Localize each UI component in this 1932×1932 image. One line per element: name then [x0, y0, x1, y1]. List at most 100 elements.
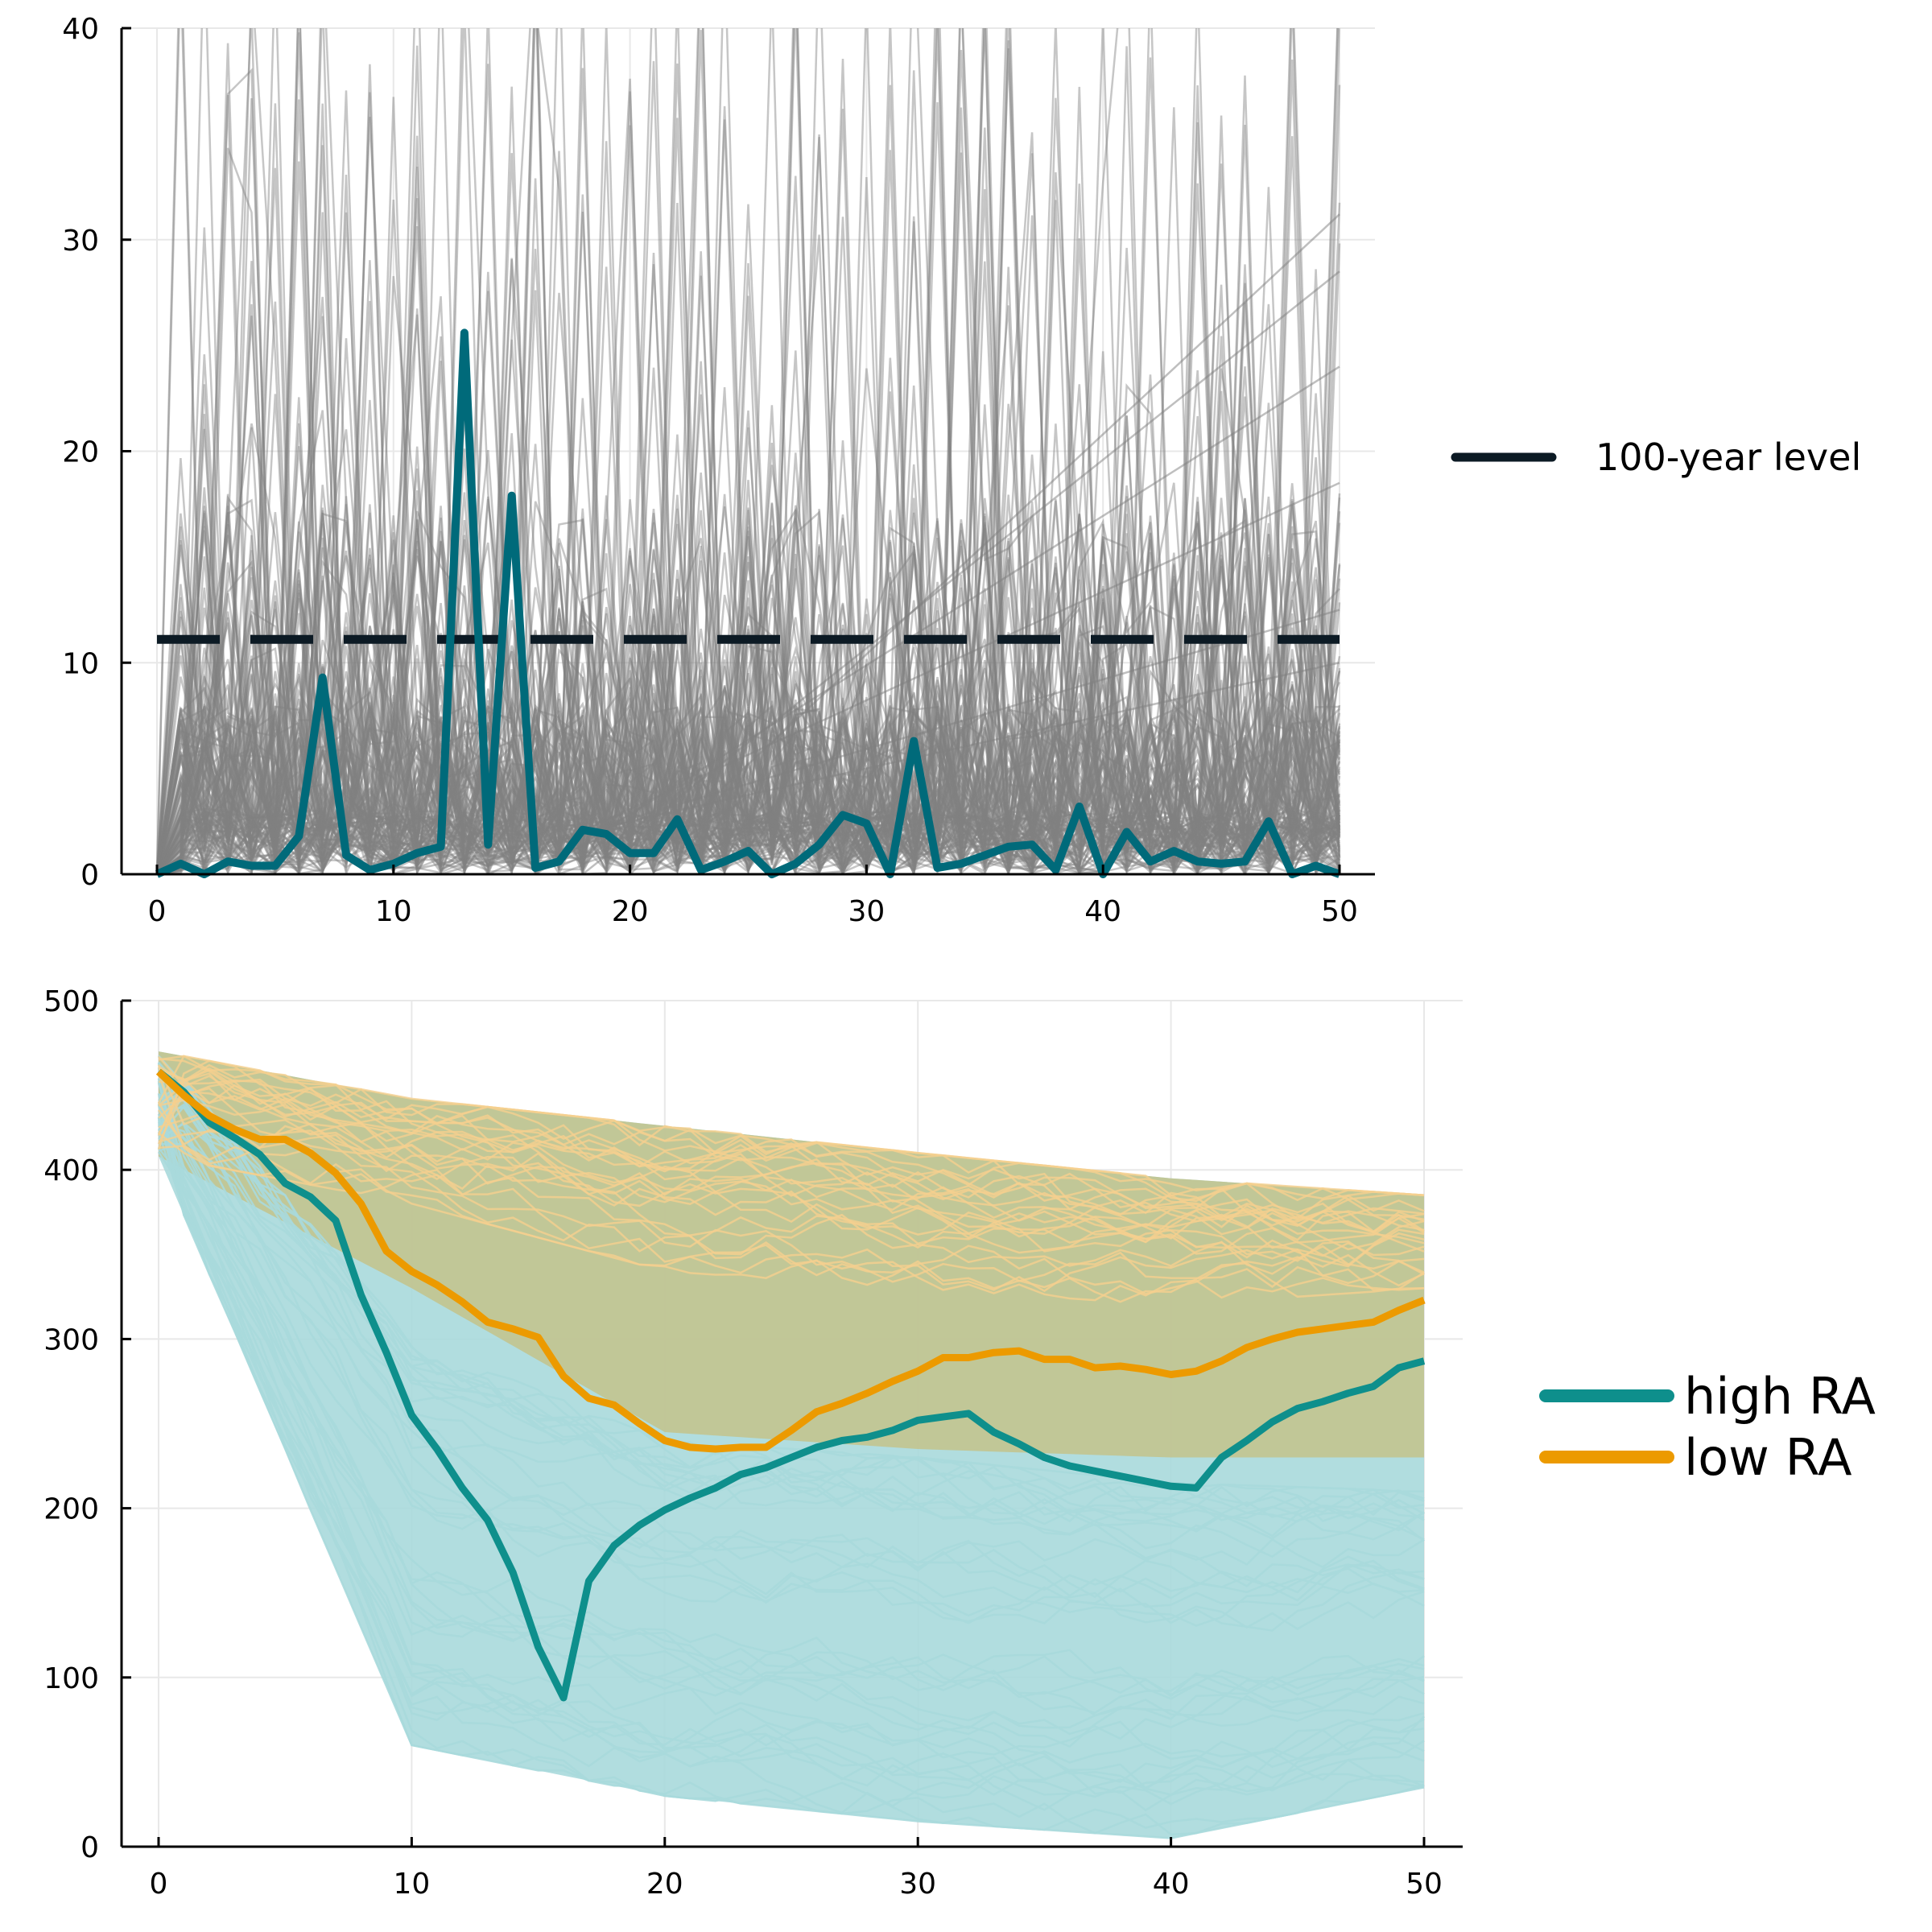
ensemble-line — [155, 118, 1341, 874]
high-ra-ensemble-line — [158, 1122, 1425, 1698]
top-x-tick-label: 10 — [375, 895, 412, 928]
legend-label-100-year-level: 100-year level — [1596, 436, 1861, 479]
ensemble-trend-line — [629, 213, 1340, 874]
ensemble-line — [155, 28, 1341, 874]
ensemble-line — [155, 92, 1341, 874]
ensemble-line — [155, 85, 1341, 874]
bottom-x-tick-label: 10 — [393, 1868, 430, 1901]
bottom-y-tick-label: 0 — [80, 1831, 99, 1864]
top-tick-labels: 0 10 20 30 40 50 0 10 20 30 40 — [62, 13, 1358, 928]
ensemble-line — [155, 316, 1340, 874]
ensemble-line — [156, 559, 1341, 874]
ensemble-line — [155, 28, 1340, 874]
top-x-tick-label: 20 — [612, 895, 649, 928]
ensemble-line — [155, 449, 1341, 874]
ensemble-line — [156, 28, 1340, 874]
ensemble-line — [156, 135, 1341, 874]
ensemble-line — [155, 117, 1341, 874]
ensemble-line — [156, 28, 1340, 874]
high-ra-ensemble-line — [157, 1121, 1425, 1814]
ensemble-line — [155, 28, 1341, 874]
ensemble-line — [155, 28, 1340, 874]
ensemble-line — [155, 498, 1341, 874]
top-series — [155, 328, 1341, 878]
ensemble-line — [156, 28, 1339, 874]
ensemble-line — [155, 541, 1340, 874]
ensemble-line — [155, 510, 1341, 874]
ensemble-line — [155, 125, 1340, 874]
top-grid — [122, 27, 1375, 875]
ensemble-trend-line — [487, 481, 1340, 874]
ensemble-line — [155, 28, 1340, 874]
legend-label-low-ra: low RA — [1684, 1428, 1852, 1487]
ensemble-line — [156, 28, 1341, 874]
ensemble-line — [155, 28, 1340, 874]
ensemble-line — [155, 28, 1341, 874]
ensemble-line — [155, 594, 1341, 874]
top-y-tick-label: 30 — [62, 225, 99, 258]
ensemble-line — [155, 184, 1340, 874]
high-ra-ensemble-line — [157, 1082, 1425, 1700]
top-axes — [120, 27, 1375, 876]
high-ra-ensemble-line — [157, 1080, 1425, 1729]
ensemble-line — [155, 548, 1341, 874]
high-ra-ensemble-line — [157, 1063, 1425, 1624]
ensemble-line — [155, 519, 1341, 874]
high-ra-ensemble-line — [157, 1078, 1425, 1836]
low-ra-ensemble-line — [158, 1110, 1425, 1268]
ensemble-line — [155, 28, 1341, 874]
bottom-x-tick-label: 40 — [1153, 1868, 1190, 1901]
ensemble-line — [155, 415, 1341, 874]
high-ra-ensemble-line — [157, 1063, 1425, 1740]
low-ra-ensemble-line — [158, 1087, 1425, 1257]
low-ra-ensemble-line — [158, 1055, 1425, 1208]
high-ra-ensemble-line — [157, 1151, 1425, 1783]
ensemble-line — [156, 269, 1341, 874]
ensemble-line — [156, 510, 1341, 874]
ensemble-line — [156, 354, 1341, 874]
low-ra-ensemble-line — [158, 1071, 1425, 1266]
bottom-y-tick-label: 300 — [43, 1323, 99, 1356]
high-ra-ensemble-line — [157, 1085, 1425, 1519]
ensemble-line — [156, 32, 1341, 874]
ensemble-line — [155, 28, 1341, 874]
bottom-y-tick-label: 500 — [43, 985, 99, 1018]
ensemble-line — [156, 28, 1341, 874]
ensemble-line — [155, 217, 1340, 874]
bottom-x-tick-label: 30 — [899, 1868, 936, 1901]
low-ra-ensemble-line — [157, 1102, 1425, 1295]
ensemble-line — [155, 30, 1340, 874]
ensemble-line — [155, 109, 1340, 874]
ensemble-line — [155, 200, 1341, 874]
ensemble-line — [155, 199, 1340, 874]
high-ra-ensemble-line — [157, 1117, 1425, 1839]
ensemble-line — [155, 369, 1341, 874]
high-ra-ensemble-line — [158, 1122, 1425, 1627]
ensemble-line — [155, 260, 1340, 874]
ensemble-trend-line — [535, 365, 1340, 874]
ensemble-line — [156, 259, 1341, 874]
ensemble-line — [155, 47, 1341, 874]
top-y-tick-label: 0 — [80, 859, 99, 892]
ensemble-line — [156, 105, 1340, 874]
legend-label-high-ra: high RA — [1684, 1367, 1876, 1426]
ensemble-line — [155, 28, 1341, 874]
high-ra-ensemble-line — [158, 1147, 1425, 1781]
ensemble-line — [156, 28, 1341, 874]
top-y-tick-label: 40 — [62, 13, 99, 46]
ensemble-line — [155, 86, 1340, 874]
ensemble-line — [155, 28, 1341, 874]
ensemble-line — [156, 514, 1341, 874]
high-ra-ensemble-line — [158, 1055, 1425, 1523]
ensemble-line — [155, 338, 1341, 874]
ensemble-line — [155, 520, 1341, 874]
ensemble-line — [155, 28, 1341, 874]
ensemble-line — [155, 28, 1340, 874]
ensemble-line — [155, 28, 1341, 874]
ensemble-line — [156, 28, 1341, 874]
ensemble-line — [156, 247, 1340, 874]
ensemble-line — [155, 172, 1341, 874]
ensemble-line — [156, 645, 1341, 874]
